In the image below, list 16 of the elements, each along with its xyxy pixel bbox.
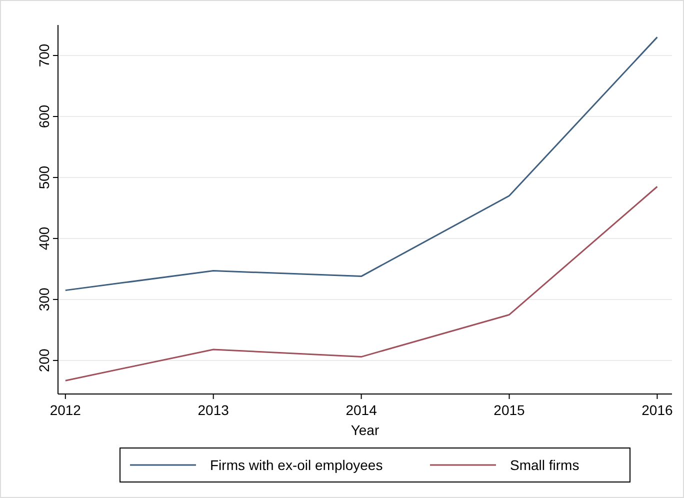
y-tick-label: 600: [36, 104, 52, 128]
x-tick-label: 2012: [50, 402, 82, 418]
y-tick-label: 300: [36, 288, 52, 312]
x-tick-label: 2016: [642, 402, 673, 418]
line-series: [64, 36, 658, 292]
y-tick-label: 400: [36, 226, 52, 250]
legend-label: Small firms: [510, 457, 580, 473]
line-series: [64, 186, 658, 382]
x-tick-label: 2013: [198, 402, 230, 418]
x-tick-label: 2014: [346, 402, 378, 418]
y-tick-label: 500: [36, 166, 52, 190]
x-tick-label: 2015: [494, 402, 526, 418]
y-tick-label: 200: [36, 348, 52, 372]
x-axis-title: Year: [350, 422, 380, 438]
y-tick-label: 700: [36, 44, 52, 68]
legend-label: Firms with ex-oil employees: [210, 457, 383, 473]
